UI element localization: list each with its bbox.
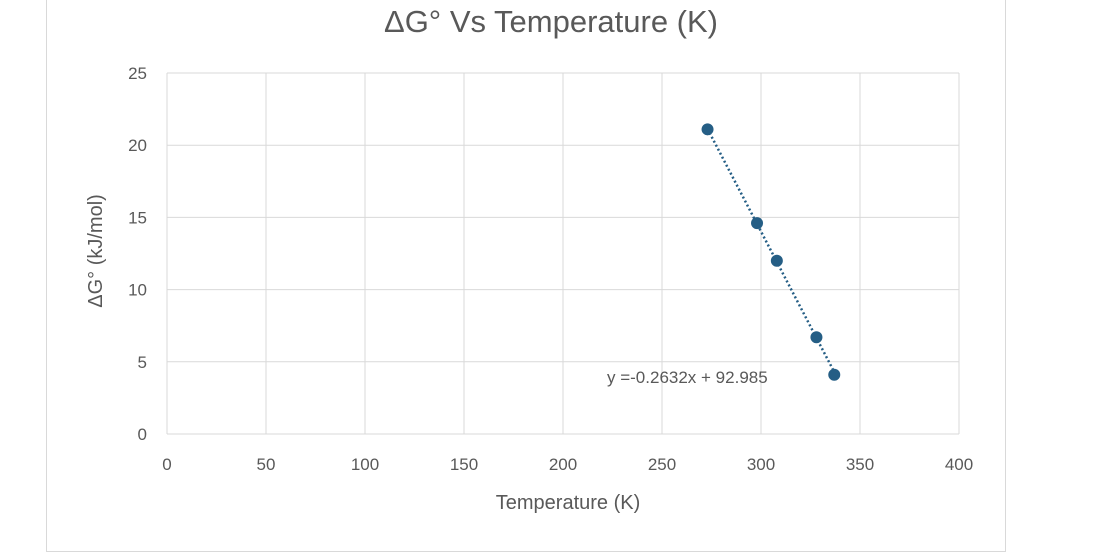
gridlines bbox=[166, 72, 960, 435]
x-tick-label: 250 bbox=[648, 455, 676, 474]
y-tick-label: 20 bbox=[128, 136, 147, 155]
y-tick-label: 5 bbox=[138, 353, 147, 372]
data-point bbox=[810, 331, 823, 344]
chart-area bbox=[46, 0, 1006, 552]
x-tick-label: 300 bbox=[747, 455, 775, 474]
x-tick-label: 0 bbox=[162, 455, 171, 474]
x-axis-title: Temperature (K) bbox=[496, 492, 641, 514]
x-tick-label: 50 bbox=[257, 455, 276, 474]
y-tick-label: 0 bbox=[138, 425, 147, 444]
chart-title: ΔG° Vs Temperature (K) bbox=[384, 4, 718, 39]
x-tick-label: 400 bbox=[945, 455, 973, 474]
y-tick-label: 25 bbox=[128, 64, 147, 83]
x-tick-label: 150 bbox=[450, 455, 478, 474]
x-tick-label: 350 bbox=[846, 455, 874, 474]
y-tick-label: 15 bbox=[128, 208, 147, 227]
trendline bbox=[706, 128, 836, 373]
x-tick-label: 100 bbox=[351, 455, 379, 474]
y-axis-tick-labels: 0 5 10 15 20 25 bbox=[128, 64, 147, 444]
y-tick-label: 10 bbox=[128, 281, 147, 300]
x-axis-tick-labels: 0 50 100 150 200 250 300 350 400 bbox=[162, 455, 973, 474]
trendline-equation: y =-0.2632x + 92.985 bbox=[607, 368, 768, 387]
y-axis-title: ΔG° (kJ/mol) bbox=[85, 194, 107, 308]
data-point bbox=[701, 123, 714, 136]
data-point bbox=[770, 254, 783, 267]
x-tick-label: 200 bbox=[549, 455, 577, 474]
data-points bbox=[701, 123, 841, 381]
trendline-line bbox=[706, 128, 836, 373]
data-point bbox=[751, 217, 764, 230]
data-point bbox=[828, 368, 841, 381]
